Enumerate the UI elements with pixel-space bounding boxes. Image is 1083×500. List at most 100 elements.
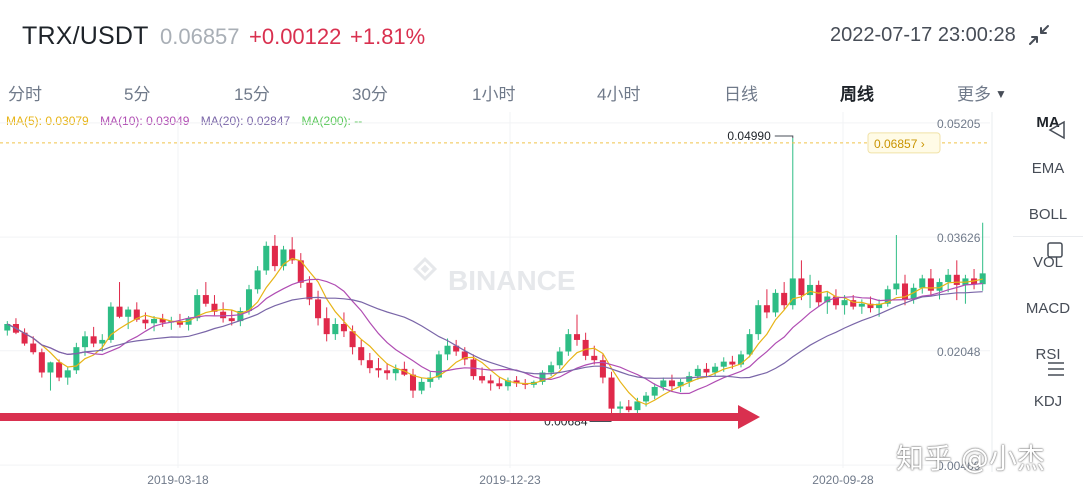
candle-body [504,380,511,387]
candle-body [133,309,140,320]
candle [237,307,244,327]
indicator-menu: MA EMA BOLL VOL MACD RSI KDJ [1013,108,1083,418]
candle-body [366,360,373,369]
candle [73,342,80,374]
candlestick-chart[interactable]: BINANCE 0.06857 ›0.052050.036260.020480.… [0,112,1013,490]
tab-daily[interactable]: 日线 [724,85,758,104]
ma-legend: MA(5): 0.03079 MA(10): 0.03049 MA(20): 0… [6,114,370,128]
candle-body [142,319,149,324]
candle-body [945,274,952,283]
candle [444,338,451,361]
tab-time-sharing[interactable]: 分时 [8,85,42,104]
candle [263,241,270,275]
indicator-ema[interactable]: EMA [1031,160,1065,177]
candle-body [401,368,408,375]
candle-body [807,284,814,296]
ma5-value: MA(5): 0.03079 [6,114,89,128]
tab-1hour[interactable]: 1小时 [472,85,516,104]
candle [479,367,486,384]
candle [116,282,123,319]
candle-body [936,282,943,291]
candle-body [151,318,158,324]
candle [211,295,218,316]
zhihu-watermark: 知乎 @小杰 [896,442,1045,475]
menu-icon[interactable] [1046,361,1066,377]
candle-body [358,347,365,361]
candle-body [392,368,399,374]
tab-15min[interactable]: 15分 [234,85,270,104]
current-price-tag: 0.06857 › [867,132,941,154]
candle [418,377,425,395]
tab-weekly[interactable]: 周线 [840,85,874,104]
candle-body [435,354,442,378]
candle [582,332,589,361]
candle-body [220,311,227,319]
candle-body [901,283,909,300]
candle [366,352,373,374]
price-axis-label: 0.00469 [937,459,981,473]
candle-body [479,376,486,381]
candle [340,312,347,338]
candle [349,325,356,355]
current-price-tag-box [867,132,941,154]
tab-more[interactable]: 更多 ▼ [957,80,1007,105]
candle [712,363,719,377]
ma20-line [7,291,983,379]
indicator-ma[interactable]: MA [1036,114,1060,131]
candle-body [737,354,745,365]
candle-body [565,334,572,352]
candle [151,316,158,332]
candle-body [159,318,166,323]
last-price: 0.06857 [160,24,240,49]
tab-5min[interactable]: 5分 [124,85,151,104]
ticker-header: TRX/USDT 0.06857 +0.00122 +1.81% 2022-07… [0,0,1083,70]
tab-30min[interactable]: 30分 [352,85,388,104]
candle [306,276,313,306]
candle-body [634,401,641,411]
triangle-left-icon[interactable] [1048,120,1066,140]
price-axis-label: 0.03626 [937,231,981,245]
indicator-rsi[interactable]: RSI [1035,346,1061,363]
support-arrow-shaft [0,413,742,421]
square-icon[interactable] [1046,241,1064,259]
candle-body [599,360,606,378]
candle-body [271,245,278,267]
ma5-line [7,257,983,406]
tab-4hour[interactable]: 4小时 [597,85,641,104]
candle-body [781,292,788,306]
candle [901,274,909,306]
candle-body [668,380,675,387]
candle-body [38,352,45,373]
candle-body [280,249,287,267]
indicator-vol[interactable]: VOL [1032,254,1063,271]
binance-watermark: BINANCE [412,256,576,296]
candle [4,321,11,336]
pair-symbol[interactable]: TRX/USDT [22,22,149,50]
candle [90,326,97,348]
candle-body [720,361,727,367]
indicator-kdj[interactable]: KDJ [1033,393,1063,410]
candle [789,138,796,310]
x-tick-label: 2019-12-23 [479,473,541,487]
candle-body [643,395,650,402]
candle [496,377,503,390]
candle [487,374,494,391]
candle-body [99,339,106,344]
candles-layer [4,138,986,420]
indicator-boll[interactable]: BOLL [1028,206,1068,223]
ma200-value: MA(200): -- [301,114,363,128]
candle-body [176,321,183,325]
candle [884,285,891,307]
candle [401,361,408,377]
candle [384,363,391,380]
candle-body [21,332,28,344]
candle [755,300,762,340]
candle-body [125,309,132,317]
candle [945,269,952,293]
timestamp: 2022-07-17 23:00:28 [830,24,1016,46]
candle-body [116,306,123,317]
candle [202,282,209,307]
collapse-fullscreen-icon[interactable] [1026,22,1052,48]
ma10-value: MA(10): 0.03049 [100,114,190,128]
indicator-macd[interactable]: MACD [1025,300,1071,317]
